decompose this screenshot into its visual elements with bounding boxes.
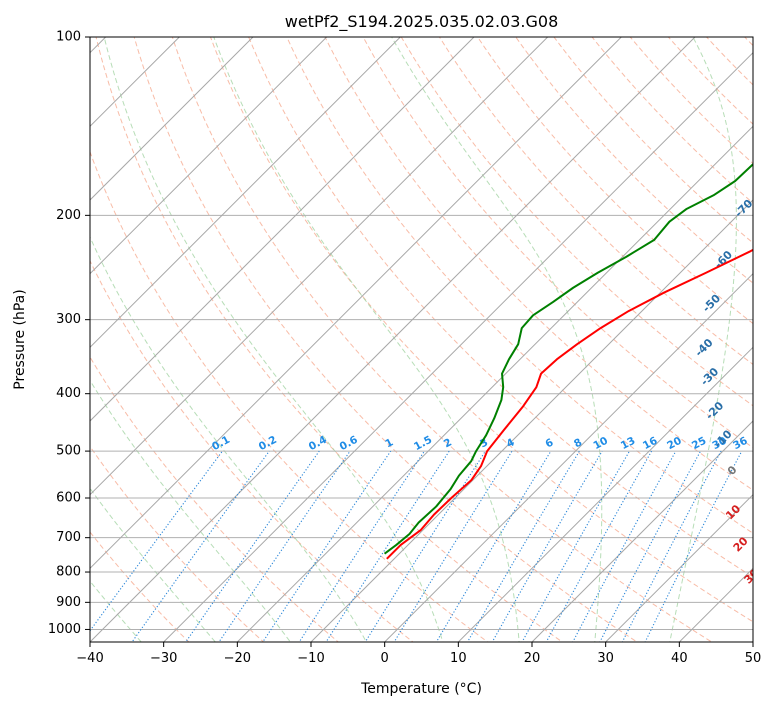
x-tick-label: 10 — [450, 651, 467, 666]
moist-adiabat — [90, 235, 367, 642]
x-tick-label: −40 — [76, 651, 103, 666]
dry-adiabat — [90, 445, 265, 642]
moist-adiabat — [103, 37, 444, 642]
x-tick-label: 40 — [671, 651, 688, 666]
dry-adiabat — [90, 356, 339, 642]
isotherm — [90, 37, 696, 642]
dry-adiabat — [248, 37, 753, 578]
isotherm — [90, 37, 622, 570]
isotherm — [605, 493, 753, 642]
isotherm — [163, 51, 753, 642]
y-tick-label: 400 — [56, 386, 81, 401]
isotherm — [457, 346, 753, 642]
mixing-ratio-line — [491, 450, 603, 642]
x-axis-label: Temperature (°C) — [360, 681, 482, 697]
temperature-profile-line — [386, 248, 753, 560]
dry-adiabat — [362, 37, 753, 449]
y-tick-label: 800 — [56, 565, 81, 580]
mixing-ratio-line — [621, 450, 722, 642]
y-tick-label: 200 — [56, 208, 81, 223]
dry-adiabat — [400, 37, 753, 407]
dry-adiabat — [95, 37, 564, 642]
mixing-ratio-line — [435, 450, 552, 642]
mixing-ratio-line — [298, 450, 425, 642]
moist-adiabat — [669, 37, 737, 642]
y-tick-label: 900 — [56, 595, 81, 610]
x-tick-label: −10 — [297, 651, 324, 666]
dry-adiabat — [439, 37, 753, 366]
x-tick-label: 30 — [597, 651, 614, 666]
isotherm — [531, 420, 753, 642]
mixing-ratio-line — [364, 450, 486, 642]
y-tick-label: 300 — [56, 312, 81, 327]
isotherm — [236, 125, 753, 642]
y-tick-label: 1000 — [48, 622, 81, 637]
dry-adiabat — [133, 37, 638, 642]
dry-adiabat — [591, 37, 753, 204]
mixing-ratio-line — [262, 450, 392, 642]
dewpoint-profile-line — [383, 162, 753, 555]
isotherm — [90, 37, 475, 422]
x-tick-label: −30 — [150, 651, 177, 666]
mixing-ratio-line — [218, 450, 351, 642]
moist-adiabat — [90, 379, 291, 642]
dry-adiabat — [324, 37, 753, 491]
dry-adiabat — [171, 37, 713, 642]
dry-adiabat — [90, 531, 190, 642]
isotherm — [90, 37, 254, 201]
mixing-ratio-line — [644, 450, 743, 642]
isotherm — [90, 37, 401, 349]
dry-adiabat — [515, 37, 753, 284]
mixing-ratio-line — [90, 450, 223, 632]
isotherm — [90, 37, 549, 496]
y-axis-label: Pressure (hPa) — [12, 289, 28, 389]
x-tick-label: 50 — [745, 651, 762, 666]
mixing-ratio-line — [393, 450, 513, 642]
mixing-ratio-line — [545, 450, 653, 642]
dry-adiabat — [286, 37, 753, 534]
x-tick-label: 20 — [524, 651, 541, 666]
mixing-ratio-line — [466, 450, 580, 642]
y-tick-label: 700 — [56, 530, 81, 545]
y-tick-label: 100 — [56, 30, 81, 45]
mixing-ratio-line — [521, 450, 630, 642]
x-tick-label: −20 — [224, 651, 251, 666]
y-tick-label: 600 — [56, 491, 81, 506]
isotherm — [310, 199, 753, 642]
y-tick-label: 500 — [56, 444, 81, 459]
isotherm — [90, 37, 328, 275]
isotherm — [384, 272, 753, 642]
plot-frame — [89, 36, 754, 643]
dry-adiabat — [210, 37, 753, 623]
x-tick-label: 0 — [381, 651, 389, 666]
dry-adiabat — [90, 150, 489, 642]
moist-adiabat-label: 30 — [742, 566, 762, 586]
chart-title: wetPf2_S194.2025.035.02.03.G08 — [285, 12, 559, 32]
moist-adiabat — [213, 37, 520, 642]
dry-adiabat — [90, 259, 414, 642]
